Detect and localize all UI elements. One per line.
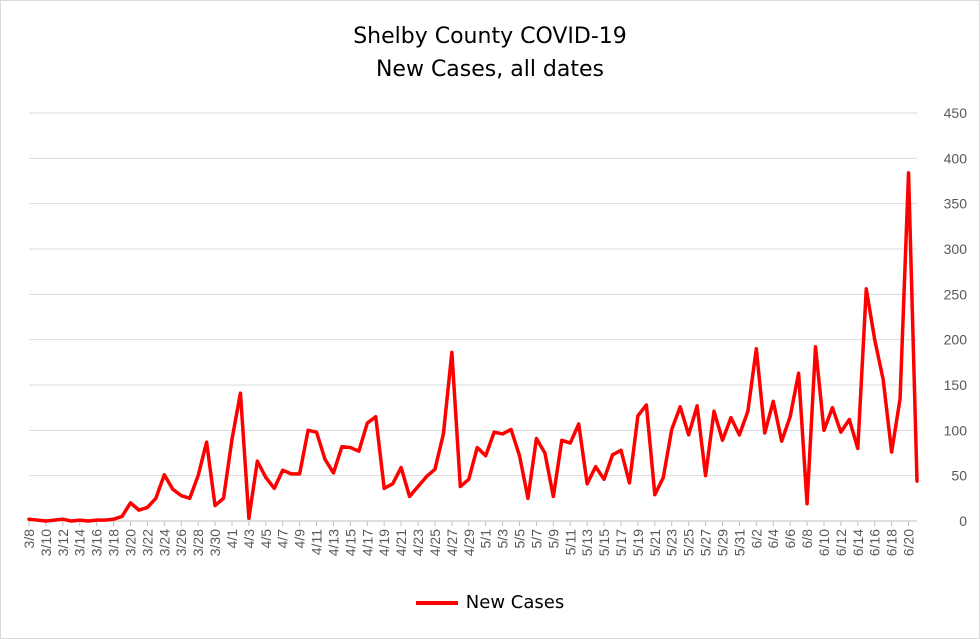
x-tick-label-5: 3/18 [106,529,122,556]
y-tick-label-350: 350 [944,196,968,212]
x-tick-label-11: 3/30 [207,529,223,556]
x-tick-label-48: 6/12 [833,529,849,556]
y-axis-tick-labels: 0 50 100 150 200 250 300 350 400 450 [944,105,968,529]
x-tick-label-18: 4/13 [325,529,341,556]
y-tick-label-50: 50 [951,468,967,484]
x-tick-label-40: 5/27 [698,529,714,556]
x-tick-label-44: 6/4 [765,529,781,549]
x-tick-label-35: 5/17 [613,529,629,556]
x-tick-label-22: 4/21 [393,529,409,556]
y-tick-label-200: 200 [944,332,968,348]
y-tick-label-150: 150 [944,377,968,393]
x-tick-label-13: 4/3 [241,529,257,549]
x-tick-label-15: 4/7 [275,529,291,549]
x-tick-label-41: 5/29 [714,529,730,556]
x-tick-label-27: 5/1 [478,529,494,549]
x-axis-tick-labels: 3/8 3/10 3/12 3/14 3/16 3/18 3/20 3/22 3/24 3/26 3… [21,529,917,556]
x-tick-label-1: 3/10 [38,529,54,556]
y-tick-label-250: 250 [944,286,968,302]
x-tick-label-17: 4/11 [309,529,325,555]
x-tick-label-28: 5/3 [495,529,511,549]
x-tick-label-37: 5/21 [647,529,663,556]
x-tick-label-47: 6/10 [816,529,832,556]
legend: New Cases [0,592,980,613]
x-tick-label-38: 5/23 [664,529,680,556]
x-tick-label-29: 5/5 [512,529,528,549]
x-tick-label-23: 4/23 [410,529,426,556]
x-tick-label-9: 3/26 [173,529,189,556]
x-tick-label-14: 4/5 [258,529,274,549]
series-line-new-cases [27,171,919,523]
x-tick-label-33: 5/13 [579,529,595,556]
x-tick-label-2: 3/12 [55,529,71,556]
x-tick-label-25: 4/27 [444,529,460,556]
x-tick-label-36: 5/19 [630,529,646,556]
x-tick-label-10: 3/28 [190,529,206,556]
x-tick-label-3: 3/14 [72,529,88,556]
x-tick-label-20: 4/17 [359,529,375,556]
x-tick-label-30: 5/7 [528,529,544,549]
x-tick-label-45: 6/6 [782,529,798,549]
x-tick-label-0: 3/8 [21,529,37,549]
x-tick-label-7: 3/22 [139,529,155,556]
x-tick-label-42: 5/31 [731,529,747,556]
x-tick-label-49: 6/14 [850,529,866,556]
x-axis [28,520,917,526]
chart-title: Shelby County COVID-19 [353,24,627,49]
series-layer [27,171,919,523]
y-tick-label-400: 400 [944,150,968,166]
x-tick-label-50: 6/16 [867,529,883,556]
x-tick-label-4: 3/16 [89,529,105,556]
chart-subtitle: New Cases, all dates [375,57,605,82]
gridlines [29,112,917,477]
x-tick-label-24: 4/25 [427,529,443,556]
x-tick-label-19: 4/15 [342,529,358,556]
x-tick-label-6: 3/20 [122,529,138,556]
x-tick-label-31: 5/9 [545,529,561,549]
y-tick-label-300: 300 [944,241,968,257]
x-tick-label-39: 5/25 [681,529,697,556]
x-tick-label-26: 4/29 [461,529,477,556]
legend-swatch-new-cases [415,600,458,605]
legend-label-new-cases: New Cases [465,592,565,613]
x-tick-label-16: 4/9 [292,529,308,549]
x-tick-label-46: 6/8 [799,529,815,549]
x-tick-label-51: 6/18 [884,529,900,556]
x-tick-label-34: 5/15 [596,529,612,556]
x-tick-label-52: 6/20 [901,529,917,556]
x-tick-label-32: 5/11 [562,529,578,555]
x-tick-label-21: 4/19 [376,529,392,556]
x-tick-label-43: 6/2 [748,529,764,549]
x-tick-label-12: 4/1 [224,529,240,549]
y-tick-label-100: 100 [944,422,968,438]
y-tick-label-0: 0 [959,513,967,529]
y-tick-label-450: 450 [944,105,968,121]
x-tick-label-8: 3/24 [156,529,172,556]
chart-title-block: Shelby County COVID-19 New Cases, all da… [0,20,980,86]
